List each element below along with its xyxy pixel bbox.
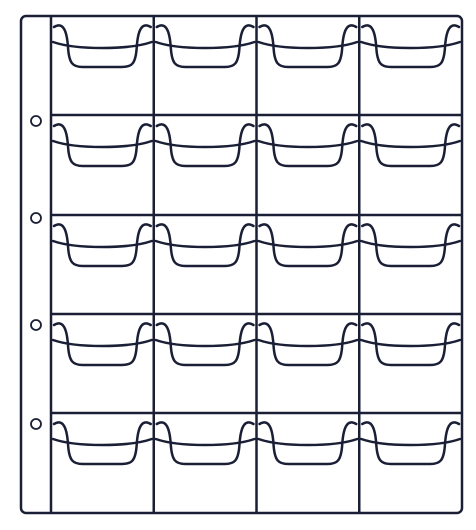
punch-hole [30,319,42,331]
pocket-flap [51,40,153,50]
pocket-outline [361,123,461,168]
pocket-outline [52,24,152,69]
pocket-flap [257,40,359,50]
pocket-outline [361,421,461,466]
pocket-flap [257,139,359,149]
punch-hole [30,418,42,430]
pocket-outline [258,421,358,466]
punch-holes [30,115,42,430]
pocket-outline [258,24,358,69]
pocket-flap [360,338,462,348]
pocket-flap [360,437,462,447]
pocket-flap [51,437,153,447]
pocket-outline [361,24,461,69]
pocket-outline [361,223,461,268]
pocket-flap [257,338,359,348]
pocket-outline [52,421,152,466]
pocket-outline [52,322,152,367]
pocket-flap [154,437,256,447]
pocket-flap [360,239,462,249]
pocket-flap [360,139,462,149]
pockets-grid [51,16,462,513]
pocket-flap [257,437,359,447]
pocket-outline [155,322,255,367]
pocket-outline [258,123,358,168]
pocket-flap [51,338,153,348]
pocket-flap [51,239,153,249]
pocket-outline [258,223,358,268]
pocket-flap [154,139,256,149]
pocket-flap [51,139,153,149]
sheet-outline [19,14,464,515]
pocket-outline [155,223,255,268]
pocket-outline [361,322,461,367]
pocket-flap [360,40,462,50]
pocket-outline [52,223,152,268]
pocket-flap [257,239,359,249]
pocket-outline [155,24,255,69]
pocket-flap [154,338,256,348]
pocket-outline [155,421,255,466]
pocket-outline [52,123,152,168]
pocket-outline [258,322,358,367]
punch-hole [30,212,42,224]
pocket-flap [154,40,256,50]
punch-hole [30,115,42,127]
pocket-outline [155,123,255,168]
pocket-flap [154,239,256,249]
